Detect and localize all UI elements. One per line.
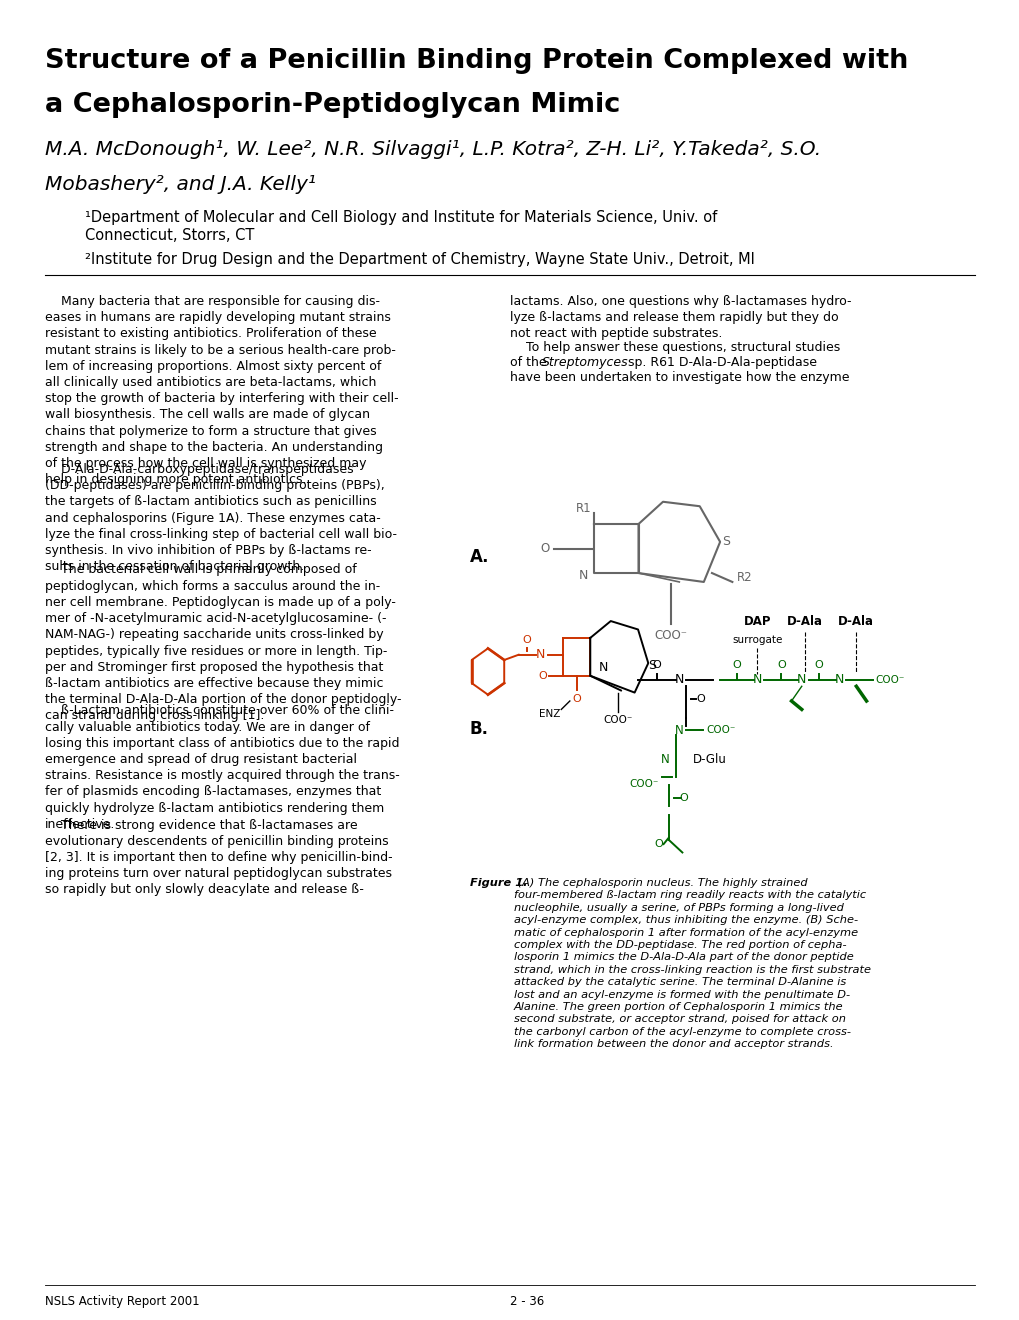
Text: D-Ala: D-Ala [787, 615, 822, 627]
Text: DAP: DAP [743, 615, 770, 627]
Text: B.: B. [470, 719, 488, 738]
Text: R2: R2 [736, 572, 751, 583]
Text: N: N [834, 673, 843, 686]
Text: D-Ala: D-Ala [838, 615, 873, 627]
Text: N: N [578, 569, 588, 582]
Text: ²Institute for Drug Design and the Department of Chemistry, Wayne State Univ., D: ²Institute for Drug Design and the Depar… [85, 252, 754, 267]
Text: ß-Lactam antibiotics constitute over 60% of the clini-
cally valuable antibiotic: ß-Lactam antibiotics constitute over 60%… [45, 705, 399, 830]
Text: ¹Department of Molecular and Cell Biology and Institute for Materials Science, U: ¹Department of Molecular and Cell Biolog… [85, 210, 716, 224]
Text: N: N [796, 673, 806, 686]
Text: COO⁻: COO⁻ [654, 628, 687, 642]
Text: 2 - 36: 2 - 36 [510, 1295, 544, 1308]
Text: O: O [813, 660, 822, 671]
Text: of the: of the [510, 356, 550, 370]
Text: N: N [752, 673, 761, 686]
Text: NSLS Activity Report 2001: NSLS Activity Report 2001 [45, 1295, 200, 1308]
Text: N: N [598, 661, 608, 673]
Text: O: O [572, 694, 581, 704]
Text: O: O [776, 660, 785, 671]
Text: M.A. McDonough¹, W. Lee², N.R. Silvaggi¹, L.P. Kotra², Z-H. Li², Y.Takeda², S.O.: M.A. McDonough¹, W. Lee², N.R. Silvaggi¹… [45, 140, 820, 158]
Text: a Cephalosporin-Peptidoglycan Mimic: a Cephalosporin-Peptidoglycan Mimic [45, 92, 620, 117]
Text: N: N [660, 754, 669, 767]
Text: S: S [647, 659, 655, 672]
Text: COO⁻: COO⁻ [705, 726, 735, 735]
Text: O: O [695, 694, 704, 704]
Text: (A) The cephalosporin nucleus. The highly strained
four-membered ß-lactam ring r: (A) The cephalosporin nucleus. The highl… [514, 878, 870, 1049]
Text: S: S [721, 536, 730, 548]
Text: R1: R1 [575, 502, 591, 515]
Text: A.: A. [470, 548, 489, 566]
Text: lactams. Also, one questions why ß-lactamases hydro-
lyze ß-lactams and release : lactams. Also, one questions why ß-lacta… [510, 294, 851, 341]
Text: Structure of a Penicillin Binding Protein Complexed with: Structure of a Penicillin Binding Protei… [45, 48, 908, 74]
Text: D-Glu: D-Glu [692, 754, 726, 767]
Text: D-Ala-D-Ala-carboxypeptidase/transpeptidases
(DD-peptidases) are penicillin-bind: D-Ala-D-Ala-carboxypeptidase/transpeptid… [45, 463, 396, 573]
Text: O: O [523, 635, 531, 645]
Text: Figure 1.: Figure 1. [470, 878, 527, 888]
Text: O: O [732, 660, 741, 671]
Text: O: O [652, 660, 660, 671]
Text: surrogate: surrogate [732, 635, 782, 645]
Text: O: O [653, 840, 662, 849]
Text: There is strong evidence that ß-lactamases are
evolutionary descendents of penic: There is strong evidence that ß-lactamas… [45, 818, 392, 896]
Text: N: N [674, 673, 683, 686]
Text: Many bacteria that are responsible for causing dis-
eases in humans are rapidly : Many bacteria that are responsible for c… [45, 294, 398, 486]
Text: have been undertaken to investigate how the enzyme: have been undertaken to investigate how … [510, 371, 849, 384]
Text: Mobashery², and J.A. Kelly¹: Mobashery², and J.A. Kelly¹ [45, 176, 316, 194]
Text: Connecticut, Storrs, CT: Connecticut, Storrs, CT [85, 228, 254, 243]
Text: To help answer these questions, structural studies: To help answer these questions, structur… [510, 342, 840, 355]
Text: N: N [536, 648, 545, 661]
Text: O: O [539, 543, 549, 554]
Text: Streptomyces: Streptomyces [541, 356, 628, 370]
Text: The bacterial cell wall is primarily composed of
peptidoglycan, which forms a sa: The bacterial cell wall is primarily com… [45, 564, 401, 722]
Text: COO⁻: COO⁻ [874, 675, 904, 685]
Text: sp. R61 D-Ala-D-Ala-peptidase: sp. R61 D-Ala-D-Ala-peptidase [624, 356, 816, 370]
Text: O: O [538, 671, 546, 681]
Text: ENZ: ENZ [538, 709, 559, 718]
Text: COO⁻: COO⁻ [629, 779, 658, 789]
Text: N: N [674, 723, 683, 737]
Text: COO⁻: COO⁻ [602, 715, 632, 725]
Text: O: O [679, 793, 687, 803]
